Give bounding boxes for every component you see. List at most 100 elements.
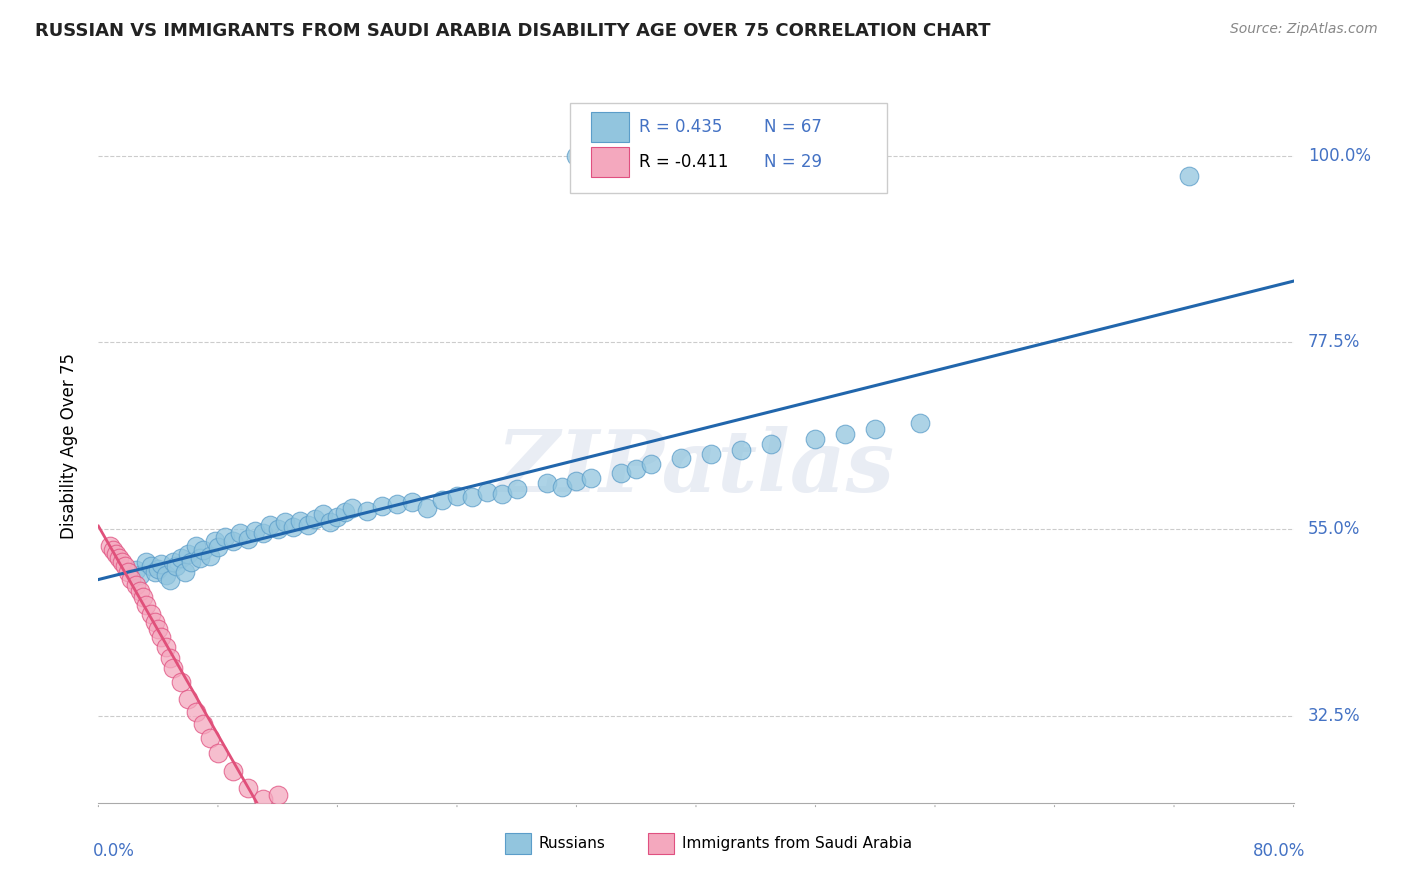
Point xyxy=(319,516,342,530)
Text: 100.0%: 100.0% xyxy=(1308,146,1371,165)
Point xyxy=(267,522,290,536)
Point xyxy=(108,551,131,566)
Point xyxy=(139,559,162,574)
Point xyxy=(401,495,423,509)
Point xyxy=(385,497,409,511)
Point xyxy=(311,507,333,521)
Point xyxy=(132,590,155,604)
Text: N = 67: N = 67 xyxy=(763,118,823,136)
Point xyxy=(565,474,588,488)
Point xyxy=(304,512,326,526)
Point xyxy=(834,426,856,441)
Point xyxy=(148,562,170,576)
Text: 32.5%: 32.5% xyxy=(1308,706,1361,724)
Point xyxy=(135,555,157,569)
Point xyxy=(550,481,572,495)
Point xyxy=(155,567,177,582)
Point xyxy=(143,565,166,579)
Point xyxy=(640,457,662,471)
Text: Source: ZipAtlas.com: Source: ZipAtlas.com xyxy=(1230,22,1378,37)
Point xyxy=(759,437,782,451)
Y-axis label: Disability Age Over 75: Disability Age Over 75 xyxy=(59,353,77,539)
Point xyxy=(475,484,498,499)
Point xyxy=(804,433,827,447)
Point xyxy=(259,517,281,532)
Point xyxy=(114,559,136,574)
Point xyxy=(129,567,152,582)
Point xyxy=(245,524,267,538)
Point xyxy=(214,530,236,544)
Text: RUSSIAN VS IMMIGRANTS FROM SAUDI ARABIA DISABILITY AGE OVER 75 CORRELATION CHART: RUSSIAN VS IMMIGRANTS FROM SAUDI ARABIA … xyxy=(35,22,991,40)
FancyBboxPatch shape xyxy=(505,833,531,855)
Point xyxy=(326,509,349,524)
Point xyxy=(252,791,274,805)
Point xyxy=(184,705,207,719)
Point xyxy=(177,547,200,561)
Point xyxy=(491,487,513,501)
Text: N = 29: N = 29 xyxy=(763,153,823,170)
Point xyxy=(165,559,187,574)
Text: 0.0%: 0.0% xyxy=(93,842,135,860)
Point xyxy=(125,564,148,578)
Point xyxy=(159,650,181,665)
Text: ZIPatlas: ZIPatlas xyxy=(496,425,896,509)
Point xyxy=(506,482,529,496)
Text: 55.0%: 55.0% xyxy=(1308,520,1360,538)
Point xyxy=(111,555,134,569)
Point xyxy=(200,549,222,563)
FancyBboxPatch shape xyxy=(591,147,628,177)
Point xyxy=(120,572,142,586)
Point xyxy=(177,692,200,706)
Point xyxy=(200,731,222,745)
FancyBboxPatch shape xyxy=(591,112,628,142)
Point xyxy=(222,764,245,779)
Point xyxy=(98,539,122,553)
Text: Immigrants from Saudi Arabia: Immigrants from Saudi Arabia xyxy=(682,836,911,851)
Point xyxy=(162,555,184,569)
Point xyxy=(536,476,558,491)
Point xyxy=(207,746,229,760)
Point xyxy=(342,501,364,516)
Point xyxy=(204,534,226,549)
Point xyxy=(565,148,588,162)
Point xyxy=(148,622,170,636)
Point xyxy=(730,443,752,458)
Point xyxy=(297,517,319,532)
Point xyxy=(446,489,468,503)
Point xyxy=(143,615,166,629)
Point xyxy=(274,516,297,530)
Point xyxy=(129,584,152,599)
Point xyxy=(162,661,184,675)
Point xyxy=(371,499,394,513)
Point xyxy=(117,565,139,579)
Point xyxy=(610,466,633,480)
Text: Russians: Russians xyxy=(538,836,605,851)
Point xyxy=(105,547,128,561)
Point xyxy=(669,451,692,466)
Point xyxy=(581,470,603,484)
Point xyxy=(174,565,197,579)
Point xyxy=(267,788,290,802)
Point xyxy=(184,539,207,553)
FancyBboxPatch shape xyxy=(648,833,675,855)
Point xyxy=(430,492,453,507)
Point xyxy=(356,504,378,518)
Point xyxy=(700,447,723,461)
Point xyxy=(159,574,181,588)
Point xyxy=(288,514,311,528)
Text: 77.5%: 77.5% xyxy=(1308,334,1360,351)
Point xyxy=(191,717,214,731)
Point xyxy=(229,526,252,541)
Point xyxy=(191,542,214,557)
Text: R = 0.435: R = 0.435 xyxy=(638,118,721,136)
Point xyxy=(103,542,125,557)
Point xyxy=(188,551,211,566)
Point xyxy=(626,462,648,476)
Point xyxy=(155,640,177,654)
Point xyxy=(169,551,191,566)
Point xyxy=(207,540,229,554)
Text: 80.0%: 80.0% xyxy=(1253,842,1306,860)
Point xyxy=(865,422,887,436)
Point xyxy=(169,675,191,690)
Point xyxy=(150,557,173,571)
